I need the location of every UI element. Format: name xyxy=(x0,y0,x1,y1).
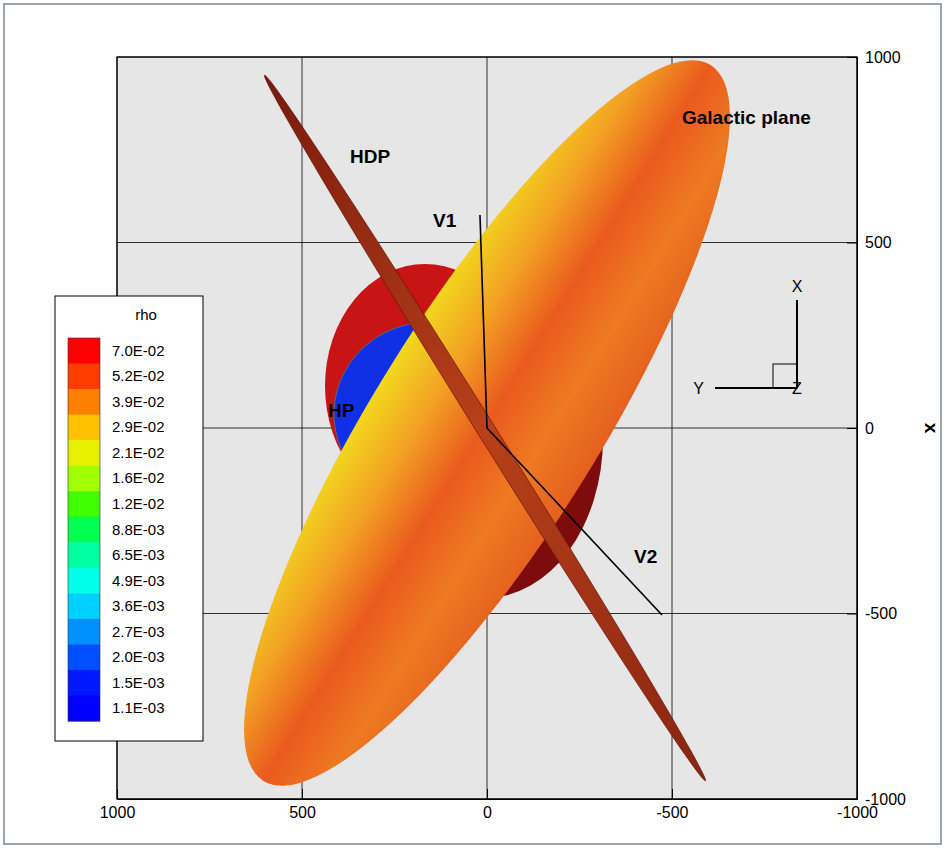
y-tick-label: -500 xyxy=(865,605,897,622)
colorbar-swatch xyxy=(68,491,100,517)
colorbar-swatch xyxy=(68,542,100,568)
plot-frame xyxy=(117,57,857,799)
annotation: HP xyxy=(328,400,355,421)
x-tick: 0 xyxy=(483,789,492,821)
colorbar-label: 2.0E-03 xyxy=(112,648,165,665)
colorbar-swatch xyxy=(68,644,100,670)
colorbar-label: 2.9E-02 xyxy=(112,418,165,435)
colorbar-label: 3.6E-03 xyxy=(112,597,165,614)
y-tick: -500 xyxy=(847,605,897,622)
annotation: Galactic plane xyxy=(682,107,811,128)
x-tick: 500 xyxy=(289,789,316,821)
x-axis-line xyxy=(118,799,858,800)
colorbar-swatch xyxy=(68,415,100,441)
colorbar-swatch xyxy=(68,517,100,543)
y-tick: 500 xyxy=(847,234,892,251)
plot-area xyxy=(168,57,805,799)
colorbar-swatch xyxy=(68,695,100,721)
series-label: V2 xyxy=(634,546,657,567)
colorbar-outline xyxy=(68,338,100,721)
y-tick-label: 0 xyxy=(865,420,874,437)
plot-background xyxy=(117,57,857,799)
x-tick-mark xyxy=(672,789,673,799)
colorbar: rho 7.0E-02 5.2E-02 3.9E-02 2.9E-02 2.1E-02 1.… xyxy=(55,296,203,741)
y-tick-label: -1000 xyxy=(865,791,906,808)
y-tick-mark xyxy=(847,57,857,58)
x-tick-mark xyxy=(117,789,118,799)
colorbar-swatch xyxy=(68,338,100,364)
colorbar-title: rho xyxy=(135,306,157,323)
y-tick-mark xyxy=(847,799,857,800)
colorbar-label: 2.1E-02 xyxy=(112,444,165,461)
x-tick-mark xyxy=(487,789,488,799)
x-tick-label: 500 xyxy=(289,804,316,821)
colorbar-label: 8.8E-03 xyxy=(112,521,165,538)
x-tick: 1000 xyxy=(100,789,136,821)
y-tick-mark xyxy=(847,243,857,244)
colorbar-swatch xyxy=(68,619,100,645)
x-tick-label: 0 xyxy=(483,804,492,821)
y-tick: 0 xyxy=(847,420,874,437)
colorbar-label: 3.9E-02 xyxy=(112,393,165,410)
colorbar-swatch xyxy=(68,466,100,492)
x-tick-label: -500 xyxy=(656,804,688,821)
y-tick-label: 500 xyxy=(865,234,892,251)
galactic-plane xyxy=(168,57,805,799)
y-tick-label: 1000 xyxy=(865,49,901,66)
y-axis-line xyxy=(857,58,858,800)
colorbar-label: 2.7E-03 xyxy=(112,623,165,640)
grid xyxy=(117,57,857,799)
colorbar-label: 1.2E-02 xyxy=(112,495,165,512)
trajectory-line xyxy=(480,215,487,428)
y-tick-mark xyxy=(847,428,857,429)
y-tick: 1000 xyxy=(847,49,901,66)
x-tick-label: 1000 xyxy=(100,804,136,821)
x-tick-mark xyxy=(302,789,303,799)
colorbar-label: 4.9E-03 xyxy=(112,572,165,589)
x-axis: 10005000-500-1000 xyxy=(100,789,878,821)
colorbar-swatch xyxy=(68,670,100,696)
colorbar-swatch xyxy=(68,568,100,594)
series-label: V1 xyxy=(433,210,457,231)
annotation: HDP xyxy=(350,146,390,167)
triad-label: Z xyxy=(792,380,802,397)
figure: V1V2HDPGalactic planeHP10005000-500-1000… xyxy=(0,0,945,848)
hdp-plane xyxy=(257,70,713,785)
triad-label: Y xyxy=(693,380,704,397)
colorbar-label: 6.5E-03 xyxy=(112,546,165,563)
colorbar-swatch xyxy=(68,593,100,619)
colorbar-box xyxy=(55,296,203,741)
y-tick-mark xyxy=(847,614,857,615)
colorbar-swatch xyxy=(68,364,100,390)
triad-label: X xyxy=(792,278,803,295)
colorbar-label: 1.1E-03 xyxy=(112,699,165,716)
colorbar-swatch xyxy=(68,440,100,466)
colorbar-label: 5.2E-02 xyxy=(112,367,165,384)
trajectory-line xyxy=(487,428,662,615)
figure-frame xyxy=(4,4,941,844)
y-axis-title: x xyxy=(921,423,942,434)
colorbar-label: 7.0E-02 xyxy=(112,342,165,359)
y-tick: -1000 xyxy=(847,791,906,808)
y-axis: -1000 -500 0 500 1000 xyxy=(847,49,906,808)
colorbar-label: 1.6E-02 xyxy=(112,469,165,486)
x-tick: -500 xyxy=(656,789,688,821)
axis-triad: X Y Z xyxy=(693,278,802,397)
colorbar-swatch xyxy=(68,389,100,415)
colorbar-label: 1.5E-03 xyxy=(112,674,165,691)
